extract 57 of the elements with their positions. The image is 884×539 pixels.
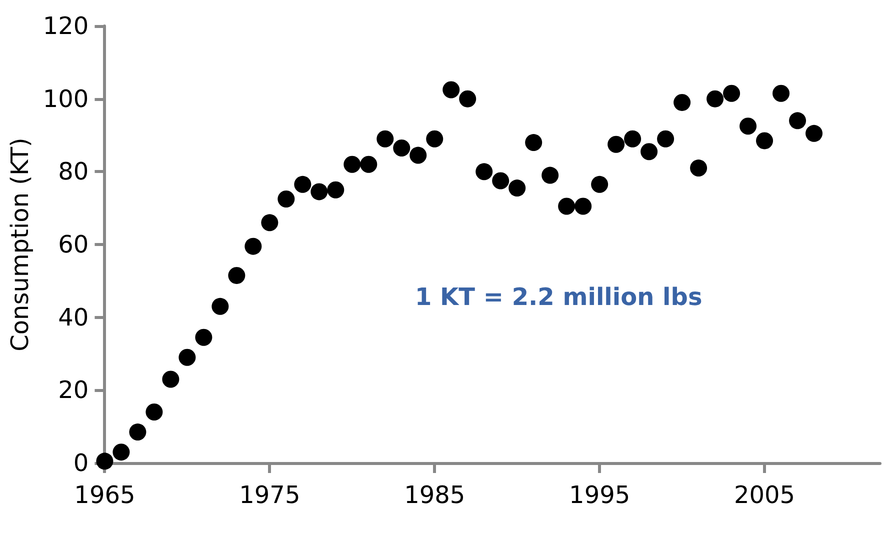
point	[806, 124, 823, 142]
point	[410, 146, 427, 164]
point	[426, 130, 444, 148]
y-tick-label: 40	[58, 303, 89, 332]
annotation: 1 KT = 2.2 million lbs	[415, 283, 702, 311]
point	[723, 84, 740, 102]
x-tick-label: 1995	[569, 481, 630, 509]
point	[310, 183, 328, 200]
point	[459, 90, 476, 108]
point	[624, 130, 642, 148]
point	[360, 156, 378, 173]
y-tick-label: 60	[58, 230, 89, 258]
x-tick-label: 1975	[239, 481, 300, 509]
point	[146, 404, 163, 421]
y-tick-label: 100	[42, 84, 89, 113]
point	[212, 298, 229, 315]
point	[344, 156, 361, 173]
point	[740, 118, 757, 135]
point	[442, 81, 460, 98]
point	[244, 238, 262, 255]
point	[393, 140, 410, 156]
point	[690, 160, 708, 177]
point	[294, 176, 312, 193]
point	[772, 84, 790, 102]
point	[525, 134, 542, 152]
point	[476, 163, 493, 180]
point	[657, 130, 674, 148]
point	[640, 143, 658, 160]
point	[228, 266, 246, 284]
point	[162, 370, 180, 388]
point	[178, 348, 196, 366]
point	[542, 166, 559, 184]
point	[706, 90, 724, 108]
point	[674, 94, 691, 111]
x-tick-label: 2005	[734, 481, 796, 509]
point	[591, 176, 608, 193]
point	[756, 132, 774, 150]
point	[261, 214, 278, 232]
x-tick-label: 1985	[404, 481, 466, 509]
point	[789, 112, 806, 130]
point	[508, 180, 526, 197]
point	[376, 130, 394, 148]
point	[129, 424, 146, 441]
point	[112, 444, 130, 461]
y-tick-label: 80	[58, 158, 89, 186]
point	[574, 198, 592, 215]
point	[278, 190, 295, 208]
point	[558, 198, 576, 215]
x-tick-label: 1965	[74, 481, 136, 509]
y-tick-label: 20	[58, 376, 89, 404]
point	[608, 136, 625, 153]
point	[195, 328, 212, 346]
point	[327, 181, 344, 198]
y-tick-label: 0	[73, 449, 89, 477]
y-tick-label: 120	[42, 12, 89, 40]
point	[492, 172, 510, 190]
y-axis-title: Consumption (KT)	[6, 138, 34, 352]
